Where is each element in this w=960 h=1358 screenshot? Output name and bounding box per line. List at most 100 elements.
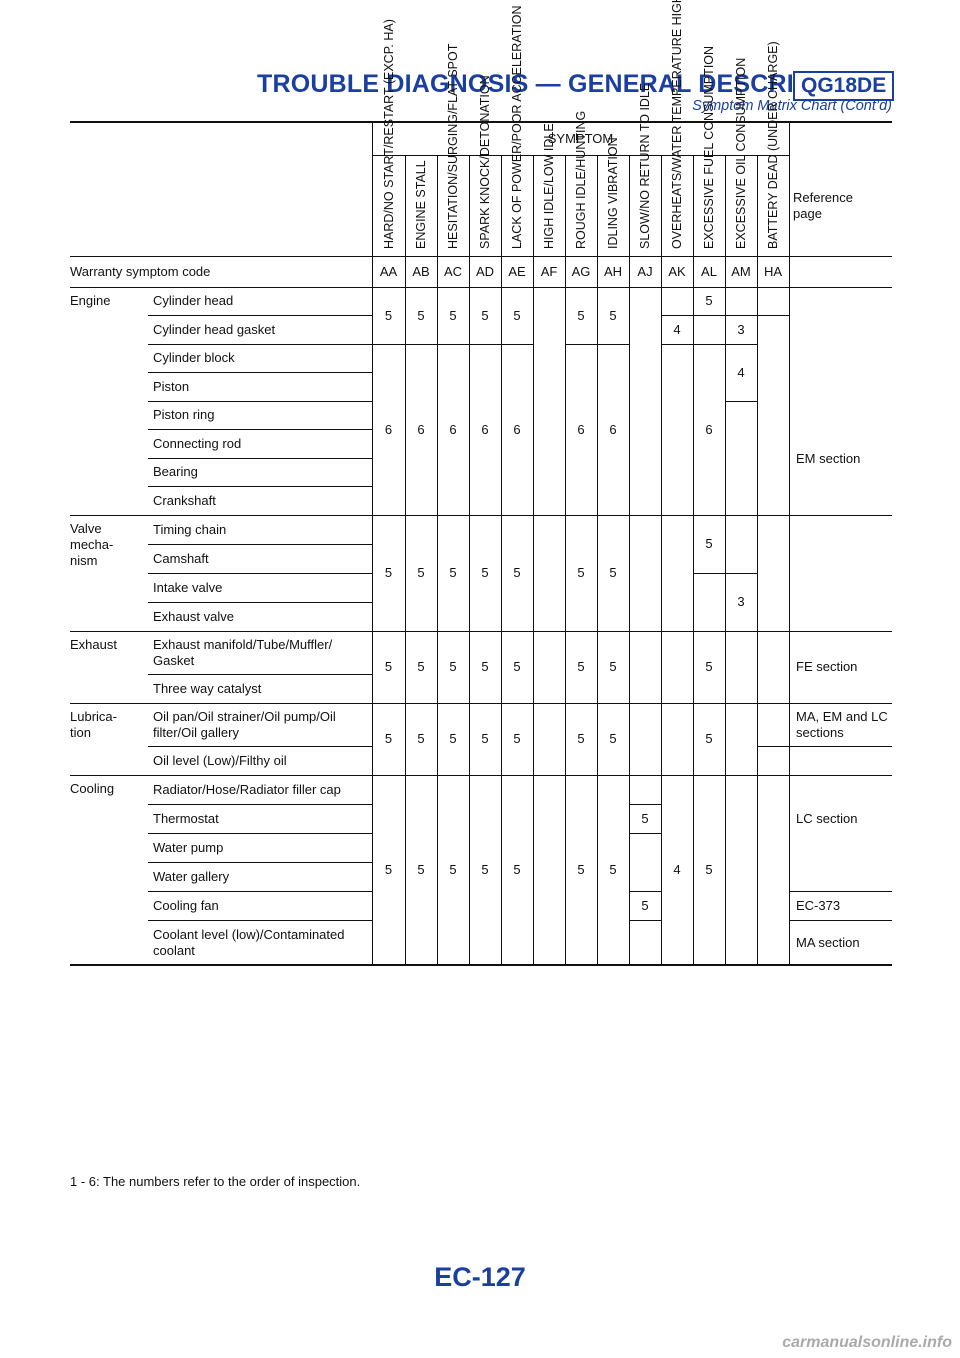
table-rule bbox=[148, 486, 372, 487]
warranty-code: AE bbox=[508, 264, 526, 279]
matrix-value: 5 bbox=[417, 307, 425, 323]
table-rule bbox=[628, 155, 630, 965]
table-rule bbox=[788, 123, 790, 965]
table-rule bbox=[148, 315, 372, 316]
matrix-value: 3 bbox=[737, 594, 745, 609]
table-rule bbox=[725, 343, 757, 345]
matrix-value: 3 bbox=[737, 321, 745, 337]
table-rule bbox=[469, 343, 501, 345]
matrix-value: 5 bbox=[449, 307, 457, 323]
table-rule bbox=[693, 343, 725, 345]
matrix-value: 5 bbox=[513, 862, 521, 877]
warranty-code: AG bbox=[571, 264, 591, 279]
table-rule bbox=[371, 123, 373, 965]
table-rule bbox=[629, 890, 661, 892]
matrix-value: 5 bbox=[384, 862, 393, 877]
table-rule bbox=[70, 964, 892, 966]
table-rule bbox=[596, 155, 598, 965]
symptom-heading: SYMPTOM bbox=[547, 131, 614, 146]
table-rule bbox=[724, 155, 726, 965]
warranty-code: AF bbox=[540, 264, 558, 279]
table-rule bbox=[629, 832, 661, 834]
table-rule bbox=[693, 315, 725, 316]
table-rule bbox=[436, 155, 438, 965]
warranty-code: AD bbox=[475, 264, 495, 279]
table-rule bbox=[148, 457, 372, 459]
component-label: Cylinder head bbox=[153, 293, 234, 309]
matrix-value: 5 bbox=[705, 536, 713, 551]
table-rule bbox=[148, 861, 372, 863]
table-rule bbox=[629, 803, 661, 805]
matrix-value: 6 bbox=[705, 421, 713, 437]
group-label: Lubrica- tion bbox=[70, 709, 117, 740]
table-rule bbox=[437, 343, 469, 345]
symptom-column-header: ENGINE STALL bbox=[414, 160, 428, 249]
table-rule bbox=[70, 255, 892, 257]
warranty-code: AK bbox=[668, 264, 686, 279]
table-rule bbox=[789, 745, 892, 747]
table-rule bbox=[756, 155, 758, 965]
engine-code-badge: QG18DE bbox=[793, 71, 895, 101]
table-rule bbox=[148, 372, 372, 373]
table-rule bbox=[70, 514, 892, 516]
warranty-code: AB bbox=[412, 264, 430, 279]
table-rule bbox=[148, 429, 372, 430]
table-rule bbox=[405, 343, 437, 345]
reference-page-value: MA section bbox=[796, 934, 860, 950]
component-label: Cylinder head gasket bbox=[153, 321, 276, 337]
table-rule bbox=[148, 832, 372, 834]
component-label: Exhaust manifold/Tube/Muffler/ Gasket bbox=[153, 636, 333, 668]
component-label: Piston ring bbox=[153, 407, 215, 423]
reference-page-heading: Reference page bbox=[793, 190, 853, 221]
warranty-code: AJ bbox=[637, 264, 653, 279]
table-rule bbox=[372, 154, 789, 156]
table-rule bbox=[629, 919, 661, 921]
symptom-column-header: SPARK KNOCK/DETONATION bbox=[478, 75, 492, 249]
warranty-code: HA bbox=[763, 264, 783, 279]
table-rule bbox=[564, 155, 566, 965]
group-label: Engine bbox=[70, 293, 111, 308]
matrix-value: 4 bbox=[673, 862, 681, 877]
warranty-code: AH bbox=[603, 264, 623, 279]
group-label: Valve mecha- nism bbox=[70, 521, 114, 568]
footer-note: 1 - 6: The numbers refer to the order of… bbox=[70, 1174, 361, 1189]
component-label: Piston bbox=[153, 378, 190, 394]
matrix-value: 5 bbox=[705, 731, 713, 746]
matrix-value: 5 bbox=[481, 659, 489, 674]
table-rule bbox=[148, 572, 372, 574]
table-rule bbox=[789, 890, 892, 892]
matrix-value: 5 bbox=[481, 565, 489, 580]
group-label: Exhaust bbox=[70, 637, 117, 652]
reference-page-value: LC section bbox=[796, 810, 858, 826]
matrix-value: 5 bbox=[609, 731, 617, 746]
table-rule bbox=[148, 343, 372, 345]
table-rule bbox=[789, 630, 892, 632]
table-rule bbox=[629, 774, 661, 776]
matrix-value: 5 bbox=[641, 810, 649, 826]
matrix-value: 5 bbox=[417, 565, 425, 580]
matrix-value: 6 bbox=[481, 421, 489, 437]
table-rule bbox=[725, 572, 757, 574]
table-rule bbox=[501, 343, 533, 345]
matrix-value: 5 bbox=[384, 307, 393, 323]
component-label: Water pump bbox=[153, 839, 224, 855]
table-rule bbox=[693, 572, 725, 574]
component-label: Intake valve bbox=[153, 579, 223, 595]
matrix-value: 5 bbox=[513, 659, 521, 674]
reference-page-value: FE section bbox=[796, 659, 858, 674]
table-rule bbox=[565, 343, 597, 345]
table-rule bbox=[148, 803, 372, 805]
component-label: Cooling fan bbox=[153, 897, 219, 913]
matrix-value: 5 bbox=[449, 862, 457, 877]
table-rule bbox=[757, 745, 789, 747]
table-rule bbox=[597, 343, 629, 345]
table-rule bbox=[789, 964, 892, 966]
table-rule bbox=[148, 745, 372, 747]
component-label: Bearing bbox=[153, 464, 198, 480]
component-label: Camshaft bbox=[153, 550, 209, 566]
symptom-column-header: EXCESSIVE OIL CONSUMPTION bbox=[734, 57, 748, 249]
matrix-value: 5 bbox=[417, 862, 425, 877]
matrix-value: 5 bbox=[513, 307, 521, 323]
matrix-value: 5 bbox=[481, 862, 489, 877]
